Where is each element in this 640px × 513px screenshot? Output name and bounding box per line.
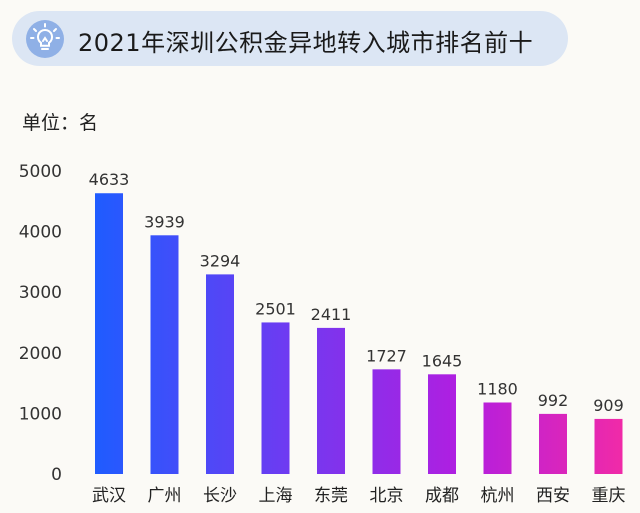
bar [95, 193, 123, 474]
x-tick-label: 武汉 [92, 486, 126, 506]
y-tick-label: 1000 [19, 404, 62, 424]
data-label: 992 [538, 391, 569, 410]
x-tick-label: 重庆 [592, 486, 626, 506]
x-tick-label: 东莞 [314, 486, 348, 506]
x-tick-label: 杭州 [481, 486, 515, 506]
y-tick-label: 3000 [19, 283, 62, 303]
x-tick-label: 广州 [148, 486, 182, 506]
bar [206, 274, 234, 474]
data-label: 1645 [422, 351, 463, 370]
x-tick-label: 成都 [425, 486, 459, 506]
x-tick-label: 长沙 [203, 486, 237, 506]
bar [428, 374, 456, 474]
y-tick-label: 4000 [19, 223, 62, 243]
y-tick-label: 5000 [19, 162, 62, 182]
bar [150, 235, 179, 474]
data-label: 1727 [366, 346, 407, 365]
y-tick-label: 2000 [19, 344, 62, 364]
data-label: 3939 [144, 212, 185, 231]
data-label: 4633 [89, 170, 130, 189]
data-label: 909 [593, 396, 624, 415]
lightbulb-icon [26, 20, 64, 58]
title-banner: 2021年深圳公积金异地转入城市排名前十 [12, 11, 568, 66]
data-label: 1180 [477, 379, 518, 398]
y-tick-label: 0 [51, 465, 62, 485]
x-tick-label: 北京 [370, 486, 404, 506]
bar [539, 413, 567, 474]
data-label: 2411 [311, 305, 352, 324]
bar [594, 418, 623, 474]
data-label: 3294 [200, 251, 241, 270]
bar [483, 402, 512, 474]
bar [317, 327, 345, 474]
bar [372, 369, 401, 474]
bar [261, 322, 290, 474]
data-label: 2501 [255, 299, 296, 318]
x-tick-label: 西安 [536, 486, 570, 506]
unit-label: 单位：名 [22, 112, 99, 134]
chart-title: 2021年深圳公积金异地转入城市排名前十 [78, 29, 534, 57]
x-tick-label: 上海 [259, 486, 293, 506]
